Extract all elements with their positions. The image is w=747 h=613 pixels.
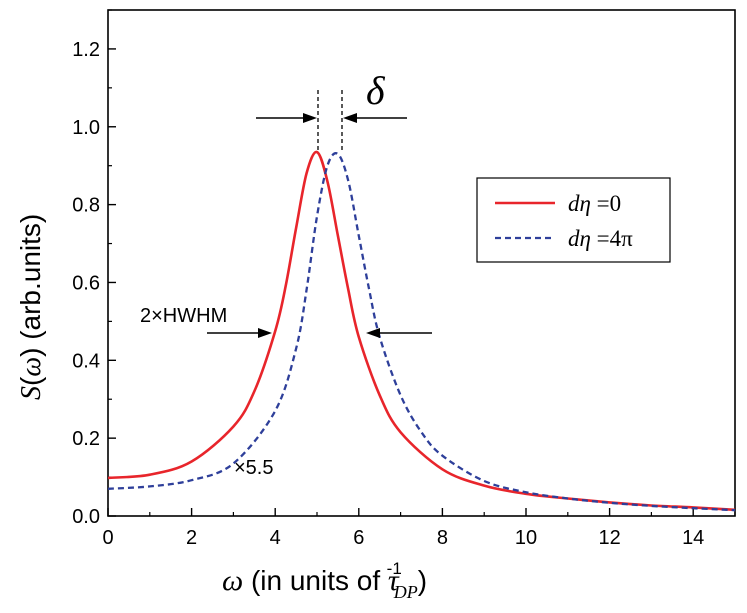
hwhm-arrowhead-left <box>258 328 272 338</box>
y-tick-label: 0.2 <box>72 428 100 450</box>
y-tick-label: 0.4 <box>72 350 100 372</box>
x-tick-label: 10 <box>515 527 537 549</box>
y-axis-ticks: 0.0 0.2 0.4 0.6 0.8 1.0 1.2 <box>72 9 116 528</box>
scale-factor-label: ×5.5 <box>234 457 273 479</box>
delta-arrowhead-right <box>343 113 357 123</box>
y-tick-label: 1.2 <box>72 39 100 61</box>
x-tick-label: 14 <box>682 527 704 549</box>
delta-arrowhead-left <box>303 113 317 123</box>
hwhm-arrowhead-right <box>366 328 380 338</box>
x-tick-label: 0 <box>102 527 113 549</box>
y-tick-label: 0.6 <box>72 272 100 294</box>
x-tick-label: 12 <box>598 527 620 549</box>
plot-area <box>107 9 736 517</box>
delta-label: δ <box>366 68 386 113</box>
x-tick-label: 4 <box>270 527 281 549</box>
y-axis-label: S(ω) (arb.units) <box>15 214 47 400</box>
y-tick-label: 1.0 <box>72 117 100 139</box>
x-tick-label: 2 <box>186 527 197 549</box>
hwhm-label: 2×HWHM <box>140 305 227 327</box>
x-axis-ticks: 0 2 4 6 8 10 12 14 <box>102 508 736 549</box>
legend-box <box>476 177 671 263</box>
x-tick-label: 8 <box>437 527 448 549</box>
x-axis-label: ω (in units of τ-1 DP) <box>222 559 427 602</box>
series-line-deta-0 <box>108 150 735 512</box>
x-tick-label: 6 <box>353 527 364 549</box>
legend: dη =0 dη =4π <box>476 177 671 263</box>
legend-label-deta-4pi: dη =4π <box>568 226 633 251</box>
legend-label-deta-0: dη =0 <box>568 191 621 216</box>
y-tick-label: 0.8 <box>72 195 100 217</box>
y-tick-label: 0.0 <box>72 506 100 528</box>
